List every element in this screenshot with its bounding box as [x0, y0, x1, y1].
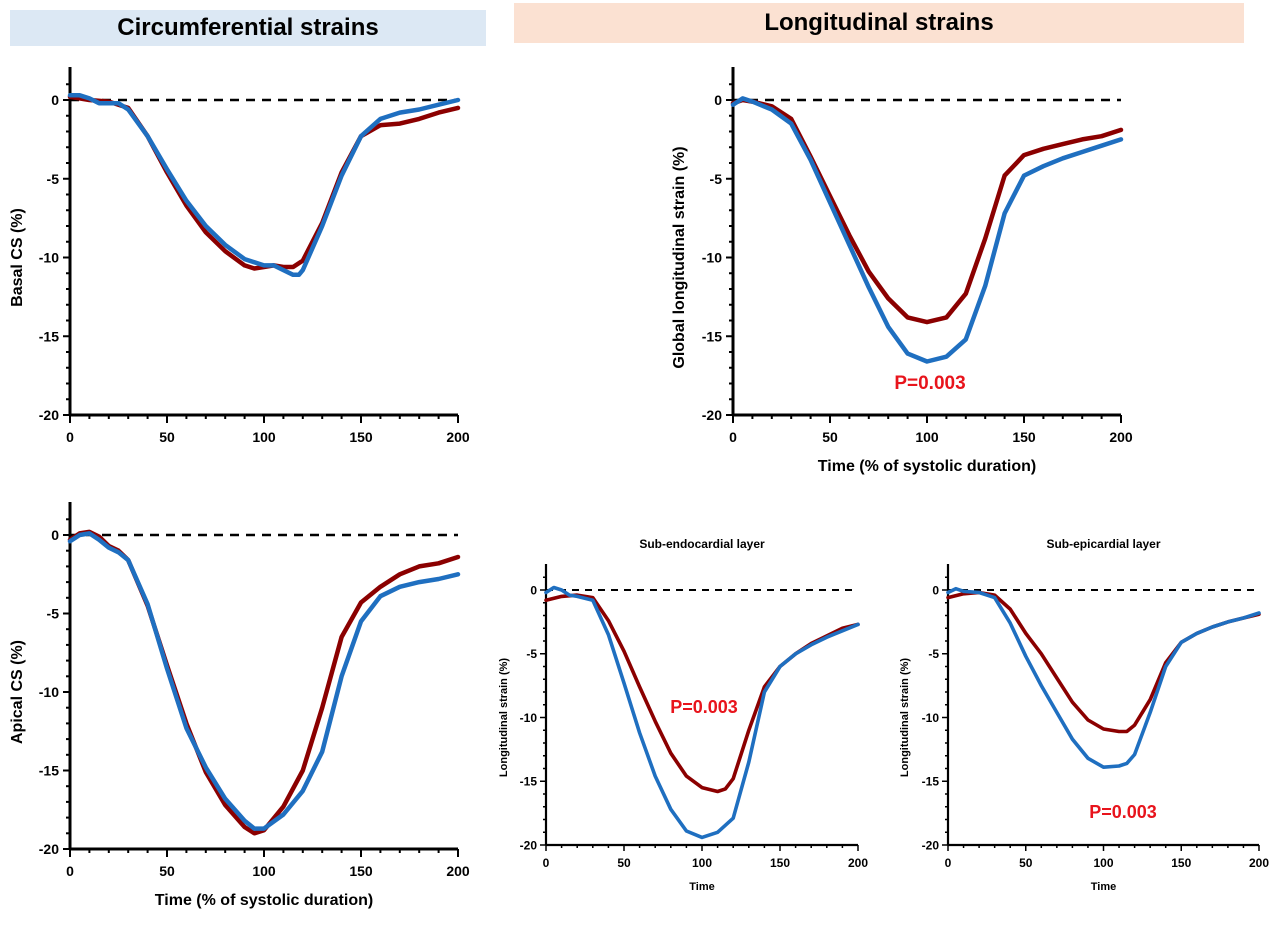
x-tick-label: 200	[446, 863, 470, 879]
y-tick-label: -10	[922, 711, 940, 725]
y-tick-label: 0	[51, 527, 59, 543]
x-tick-label: 150	[349, 863, 373, 879]
x-tick-label: 0	[66, 429, 74, 445]
p-value-annotation: P=0.003	[1089, 802, 1157, 822]
x-tick-label: 200	[446, 429, 470, 445]
y-tick-label: -5	[928, 647, 939, 661]
y-tick-label: -15	[922, 775, 940, 789]
p-value-annotation: P=0.003	[670, 697, 738, 717]
y-tick-label: -15	[39, 763, 59, 779]
y-tick-label: -5	[526, 647, 537, 661]
x-tick-label: 150	[770, 856, 790, 870]
x-tick-label: 100	[915, 429, 939, 445]
series-blue-line	[67, 531, 461, 831]
series-blue-line	[730, 96, 1124, 364]
y-axis-label: Longitudinal strain (%)	[498, 658, 510, 777]
y-axis-label: Global longitudinal strain (%)	[671, 146, 688, 368]
y-axis-label: Apical CS (%)	[9, 640, 26, 744]
y-tick-label: 0	[932, 583, 939, 597]
y-tick-label: 0	[51, 92, 59, 108]
x-axis-label: Time	[689, 881, 714, 893]
y-axis-label: Basal CS (%)	[9, 208, 26, 307]
y-tick-label: 0	[530, 583, 537, 597]
global-longitudinal-strain-chart: 0 -5 -10 -15 -20 0 50 100 150 200 Global longitudi…	[671, 67, 1133, 475]
x-tick-label: 200	[1109, 429, 1133, 445]
x-tick-label: 50	[159, 863, 175, 879]
series-red-line	[67, 94, 461, 271]
y-tick-label: -10	[39, 250, 59, 266]
x-axis-label: Time	[1091, 881, 1116, 893]
series-red-line	[730, 97, 1124, 325]
y-tick-label: -10	[39, 684, 59, 700]
x-tick-label: 50	[617, 856, 631, 870]
y-tick-label: -20	[39, 407, 59, 423]
chart-title: Sub-endocardial layer	[639, 537, 765, 551]
y-tick-label: -10	[702, 250, 722, 266]
y-tick-label: -15	[520, 775, 538, 789]
y-tick-label: -5	[710, 171, 723, 187]
x-tick-label: 50	[159, 429, 175, 445]
y-tick-label: -5	[47, 606, 60, 622]
series-red-line	[67, 529, 461, 836]
apical-cs-chart: 0 -5 -10 -15 -20 0 50 100 150 200 Apical CS (%) Tim…	[9, 502, 470, 909]
basal-cs-chart: 0 -5 -10 -15 -20 0 50 100 150 200 Basal CS (%)	[9, 67, 470, 445]
series-blue-line	[946, 586, 1261, 769]
x-tick-label: 200	[1249, 856, 1269, 870]
x-tick-label: 0	[66, 863, 74, 879]
x-tick-label: 0	[543, 856, 550, 870]
p-value-annotation: P=0.003	[894, 373, 965, 394]
y-tick-label: -20	[702, 407, 722, 423]
x-tick-label: 0	[729, 429, 737, 445]
y-tick-label: 0	[714, 92, 722, 108]
y-tick-label: -10	[520, 711, 538, 725]
circumferential-header: Circumferential strains	[10, 10, 486, 46]
series-blue-line	[67, 93, 461, 278]
y-tick-label: -5	[47, 171, 60, 187]
y-tick-label: -15	[39, 328, 59, 344]
x-tick-label: 150	[1171, 856, 1191, 870]
chart-title: Sub-epicardial layer	[1046, 537, 1160, 551]
x-tick-label: 150	[1012, 429, 1036, 445]
y-tick-label: -15	[702, 328, 722, 344]
x-tick-label: 50	[822, 429, 838, 445]
x-tick-label: 200	[848, 856, 868, 870]
series-red-line	[946, 590, 1261, 734]
x-tick-label: 100	[252, 863, 276, 879]
x-axis-label: Time (% of systolic duration)	[818, 458, 1036, 475]
x-axis-label: Time (% of systolic duration)	[155, 892, 373, 909]
x-tick-label: 50	[1019, 856, 1033, 870]
sub-epicardial-chart: 0 -5 -10 -15 -20 0 50 100 150 200 Longitudinal str…	[899, 537, 1269, 893]
x-tick-label: 150	[349, 429, 373, 445]
series-red-line	[544, 593, 860, 794]
x-tick-label: 100	[1093, 856, 1113, 870]
x-tick-label: 100	[692, 856, 712, 870]
y-tick-label: -20	[39, 841, 59, 857]
y-tick-label: -20	[922, 838, 940, 852]
y-tick-label: -20	[520, 838, 538, 852]
longitudinal-header: Longitudinal strains	[514, 3, 1244, 43]
x-tick-label: 100	[252, 429, 276, 445]
series-blue-line	[544, 585, 860, 840]
x-tick-label: 0	[945, 856, 952, 870]
sub-endocardial-chart: 0 -5 -10 -15 -20 0 50 100 150 200 Longitudinal str…	[498, 537, 868, 893]
y-axis-label: Longitudinal strain (%)	[899, 658, 911, 777]
